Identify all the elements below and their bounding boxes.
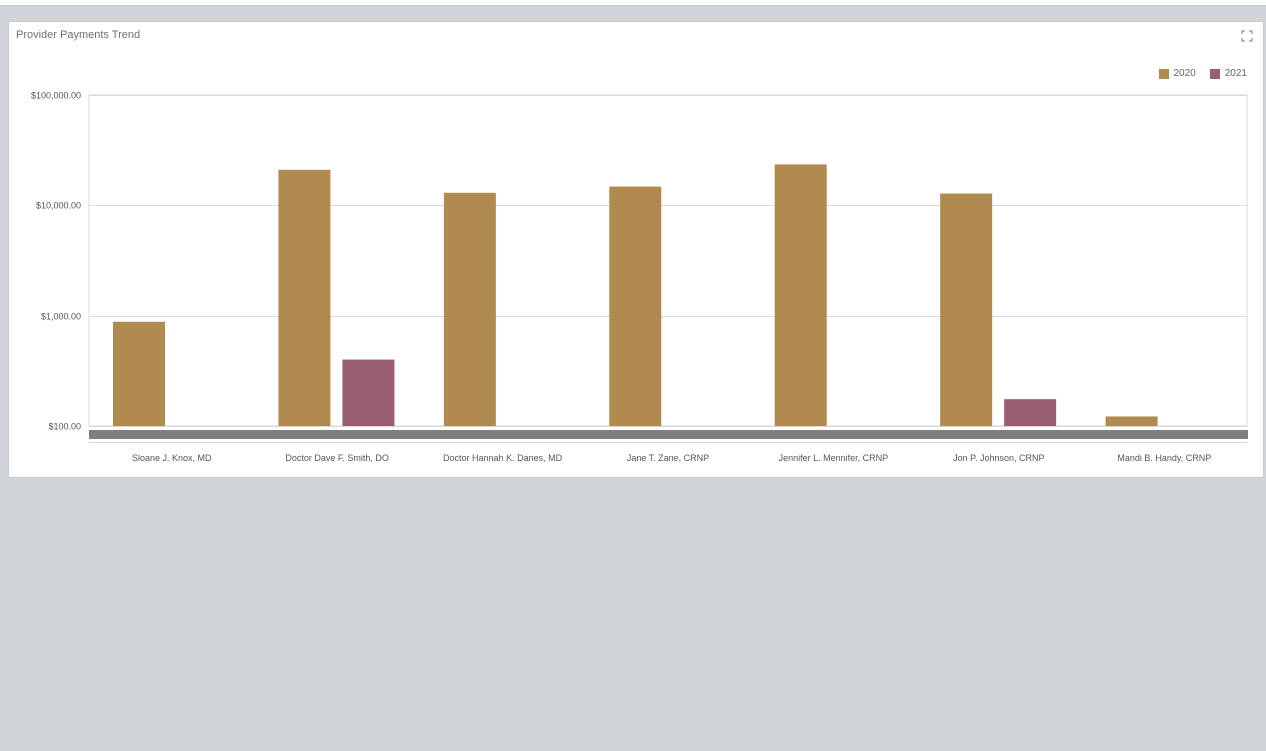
chart-panel: Provider Payments Trend 2020 2021 $100.0…	[8, 21, 1264, 478]
y-tick-label: $100,000.00	[31, 91, 81, 101]
x-tick-label: Jennifer L. Mennifer, CRNP	[779, 453, 889, 463]
x-tick-label: Sloane J. Knox, MD	[132, 453, 212, 463]
x-tick-label: Doctor Hannah K. Danes, MD	[443, 453, 563, 463]
x-tick-label: Jane T. Zane, CRNP	[627, 453, 709, 463]
bar-2020	[113, 321, 165, 426]
legend-swatch-2020	[1158, 68, 1169, 79]
chart-legend: 2020 2021	[1158, 68, 1247, 79]
bar-2021	[1004, 399, 1057, 426]
legend-item-2021[interactable]: 2021	[1209, 68, 1247, 79]
x-tick-label: Mandi B. Handy, CRNP	[1117, 453, 1211, 463]
bar-2020	[278, 169, 331, 426]
x-tick-label: Jon P. Johnson, CRNP	[953, 453, 1044, 463]
bar-2020	[1105, 416, 1158, 426]
bar-chart: $100.00 $1,000.00 $10,000.00 $100,000.00 Slo…	[31, 91, 1248, 463]
y-tick-label: $10,000.00	[36, 201, 81, 211]
legend-swatch-2021	[1209, 68, 1220, 79]
legend-item-2020[interactable]: 2020	[1158, 68, 1196, 79]
horizontal-scrollbar[interactable]	[89, 430, 1248, 439]
expand-icon[interactable]	[1241, 29, 1253, 42]
top-strip	[0, 0, 1266, 6]
bar-2020	[443, 192, 496, 426]
y-tick-label: $100.00	[48, 422, 81, 432]
bar-2020	[774, 164, 827, 426]
legend-label-2020: 2020	[1173, 68, 1196, 79]
x-tick-label: Doctor Dave F. Smith, DO	[285, 453, 389, 463]
legend-label-2021: 2021	[1224, 68, 1247, 79]
bar-2020	[609, 186, 662, 426]
bar-2020	[940, 193, 993, 426]
plot-area	[88, 94, 1248, 427]
bar-2021	[342, 359, 395, 426]
panel-title: Provider Payments Trend	[16, 29, 141, 41]
y-tick-label: $1,000.00	[41, 312, 81, 322]
